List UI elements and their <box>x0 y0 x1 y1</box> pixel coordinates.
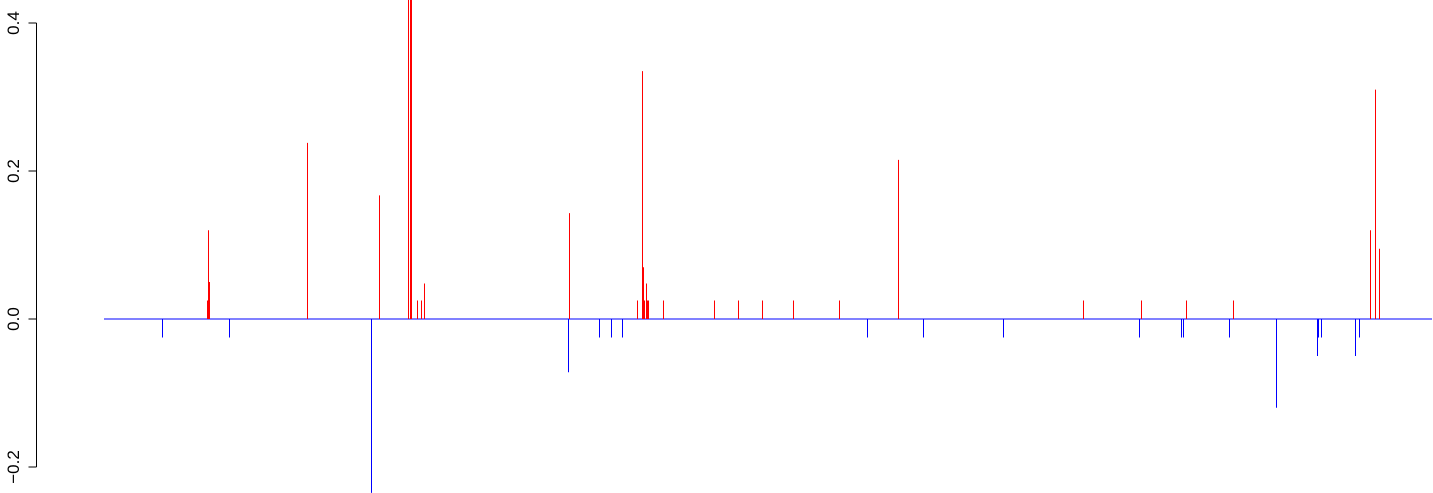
y-tick-label: 0.2 <box>4 159 23 183</box>
y-tick-label: 0.0 <box>4 307 23 331</box>
y-tick-label: −0.2 <box>4 450 23 484</box>
plot-area <box>104 0 1432 493</box>
y-axis: −0.2 0.0 0.2 0.4 <box>4 11 37 484</box>
y-tick-label: 0.4 <box>4 11 23 35</box>
